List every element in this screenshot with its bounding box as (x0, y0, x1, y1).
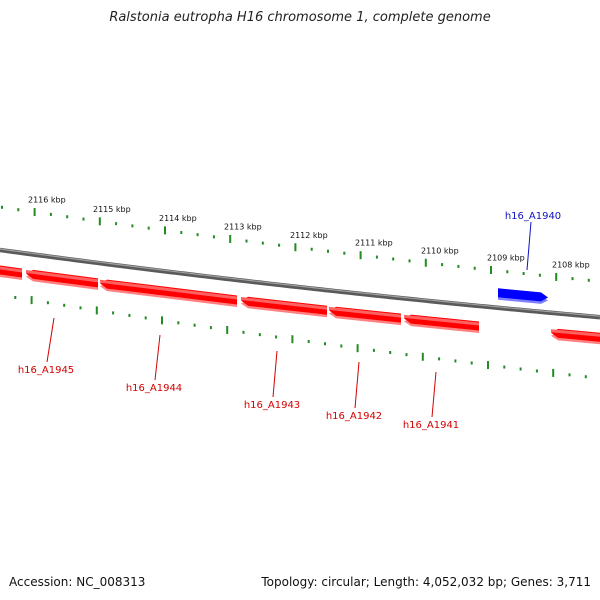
gene-label[interactable]: h16_A1944 (126, 383, 182, 394)
backbone-highlight (0, 248, 600, 317)
gene-features (0, 265, 600, 345)
gene-label[interactable]: h16_A1942 (326, 411, 382, 422)
gene-highlight (100, 279, 237, 300)
gene-leader-line (154, 334, 161, 381)
scale-label: 2113 kbp (224, 222, 262, 231)
scale-label: 2115 kbp (93, 205, 131, 214)
outer-scale-ticks (1, 205, 590, 282)
accession-text: Accession: NC_008313 (9, 575, 146, 589)
gene-labels: h16_A1945 h16_A1944 h16_A1943 h16_A1942 h16_… (18, 211, 561, 431)
scale-label: 2110 kbp (421, 246, 459, 255)
backbone (0, 247, 600, 320)
gene-highlight (404, 314, 479, 326)
gene-leader-line (354, 361, 360, 409)
gene-leader-line (431, 371, 437, 418)
gene-label[interactable]: h16_A1940 (505, 211, 561, 222)
gene-leader-line (272, 350, 278, 398)
gene-highlight (26, 270, 98, 283)
gene-highlight (241, 297, 327, 310)
scale-label: 2109 kbp (487, 254, 525, 263)
gene-highlight (0, 266, 22, 273)
gene-leader-line (526, 221, 532, 271)
gene-highlight (551, 329, 600, 337)
scale-label: 2114 kbp (159, 214, 197, 223)
gene-arrow-plus[interactable] (498, 288, 548, 302)
gene-label[interactable]: h16_A1943 (244, 400, 300, 411)
scale-label: 2116 kbp (28, 196, 66, 205)
gene-label[interactable]: h16_A1945 (18, 365, 74, 376)
backbone-line (0, 247, 600, 320)
gene-label[interactable]: h16_A1941 (403, 420, 459, 431)
inner-scale-ticks (14, 295, 587, 379)
scale-labels: 2116 kbp 2115 kbp 2114 kbp 2113 kbp 2112 kbp… (28, 196, 590, 270)
scale-label: 2112 kbp (290, 231, 328, 240)
scale-label: 2108 kbp (552, 261, 590, 270)
gene-leader-line (46, 317, 55, 363)
map-title: Ralstonia eutropha H16 chromosome 1, com… (109, 10, 491, 25)
genome-summary-text: Topology: circular; Length: 4,052,032 bp… (261, 575, 591, 589)
gene-highlight (329, 306, 401, 318)
scale-label: 2111 kbp (355, 239, 393, 248)
